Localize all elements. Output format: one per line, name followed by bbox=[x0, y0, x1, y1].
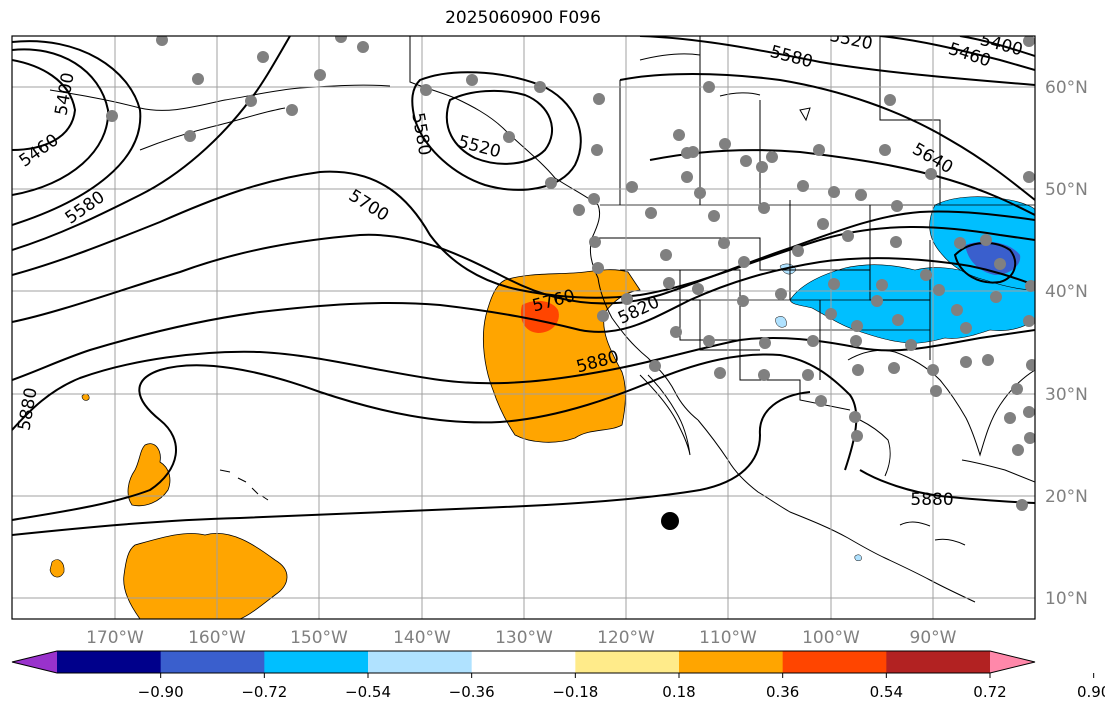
colorbar-tick-label: −0.54 bbox=[345, 683, 391, 701]
colorbar-bin bbox=[368, 651, 473, 673]
contour-5580-west bbox=[12, 36, 291, 251]
colorbar-tick-label: 0.18 bbox=[662, 683, 695, 701]
contour-5880-main bbox=[12, 353, 858, 521]
longitude-labels: 170°W 160°W 150°W 140°W 130°W 120°W 110°… bbox=[86, 628, 957, 648]
contour-5400-low bbox=[12, 59, 77, 151]
colorbar-bin bbox=[471, 651, 576, 673]
contour-label: 5880 bbox=[910, 490, 953, 510]
contour-low-great-lakes bbox=[953, 242, 1017, 284]
strong-negative-anomaly-core bbox=[965, 241, 1021, 275]
colorbar-bin bbox=[782, 651, 887, 673]
height-contours bbox=[12, 36, 1035, 536]
colorbar-tick-label: 0.90 bbox=[1077, 683, 1105, 701]
colorbar-tick-label: −0.36 bbox=[449, 683, 495, 701]
latitude-labels: 60°N 50°N 40°N 30°N 20°N 10°N bbox=[1045, 78, 1088, 609]
colorbar-extend-high bbox=[990, 651, 1035, 673]
contour-5640-north bbox=[619, 73, 1035, 201]
colorbar-outline bbox=[11, 650, 1036, 674]
positive-anomaly-tiny bbox=[81, 393, 90, 401]
contour-5880-east bbox=[859, 469, 1035, 504]
forecast-point-marker bbox=[661, 512, 679, 530]
lon-label: 120°W bbox=[597, 628, 655, 648]
colorbar-extend-low bbox=[12, 651, 57, 673]
colorbar-tick-label: 0.36 bbox=[766, 683, 799, 701]
lon-label: 100°W bbox=[802, 628, 860, 648]
positive-anomaly-hawaii-north bbox=[127, 443, 171, 507]
contour-5700-east bbox=[649, 149, 1035, 216]
lon-label: 140°W bbox=[393, 628, 451, 648]
lon-label: 150°W bbox=[290, 628, 348, 648]
lat-label: 60°N bbox=[1045, 78, 1088, 98]
positive-anomaly-small bbox=[49, 559, 65, 578]
coastlines-layer bbox=[49, 36, 1035, 603]
negative-anomaly-patch-3 bbox=[854, 554, 862, 562]
lon-label: 160°W bbox=[188, 628, 246, 648]
lon-label: 110°W bbox=[699, 628, 757, 648]
colorbar-bin bbox=[679, 651, 784, 673]
lat-label: 20°N bbox=[1045, 487, 1088, 507]
contour-5880-south bbox=[12, 391, 811, 536]
colorbar: −0.90 −0.72 −0.54 −0.36 −0.18 0.18 0.36 0.54 0.7… bbox=[11, 650, 1105, 701]
lon-label: 130°W bbox=[495, 628, 553, 648]
map-frame bbox=[11, 35, 1036, 620]
station-markers bbox=[106, 36, 1035, 511]
contour-5400-north bbox=[959, 36, 1035, 57]
negative-anomaly-central-us bbox=[789, 264, 1035, 344]
lon-label: 90°W bbox=[910, 628, 957, 648]
contour-5580-north bbox=[639, 36, 1035, 86]
contour-5520-alaska bbox=[445, 89, 554, 165]
colorbar-tick-label: −0.90 bbox=[138, 683, 184, 701]
lat-label: 50°N bbox=[1045, 180, 1088, 200]
colorbar-tick-label: 0.72 bbox=[973, 683, 1006, 701]
lat-label: 40°N bbox=[1045, 282, 1088, 302]
colorbar-bin bbox=[160, 651, 265, 673]
colorbar-bin bbox=[264, 651, 369, 673]
colorbar-bin bbox=[57, 651, 162, 673]
contour-5760 bbox=[12, 257, 1035, 381]
colorbar-bin bbox=[886, 651, 991, 673]
contour-5640-west bbox=[12, 170, 1035, 299]
colorbar-bin bbox=[575, 651, 680, 673]
negative-anomaly-patch-2 bbox=[775, 316, 787, 328]
lon-label: 170°W bbox=[86, 628, 144, 648]
contour-5700 bbox=[12, 210, 1035, 323]
stronger-anomaly-core bbox=[520, 300, 559, 333]
map-title: 2025060900 F096 bbox=[445, 8, 601, 28]
colorbar-tick-label: −0.72 bbox=[241, 683, 287, 701]
contour-5460-low bbox=[12, 48, 110, 196]
contour-5820 bbox=[12, 329, 1035, 431]
lat-label: 30°N bbox=[1045, 385, 1088, 405]
contour-5460-north bbox=[879, 36, 1035, 71]
lat-label: 10°N bbox=[1045, 589, 1088, 609]
colorbar-tick-label: −0.18 bbox=[552, 683, 598, 701]
contour-5520-low bbox=[12, 40, 142, 226]
colorbar-tick-label: 0.54 bbox=[870, 683, 903, 701]
graticule bbox=[12, 36, 1035, 619]
